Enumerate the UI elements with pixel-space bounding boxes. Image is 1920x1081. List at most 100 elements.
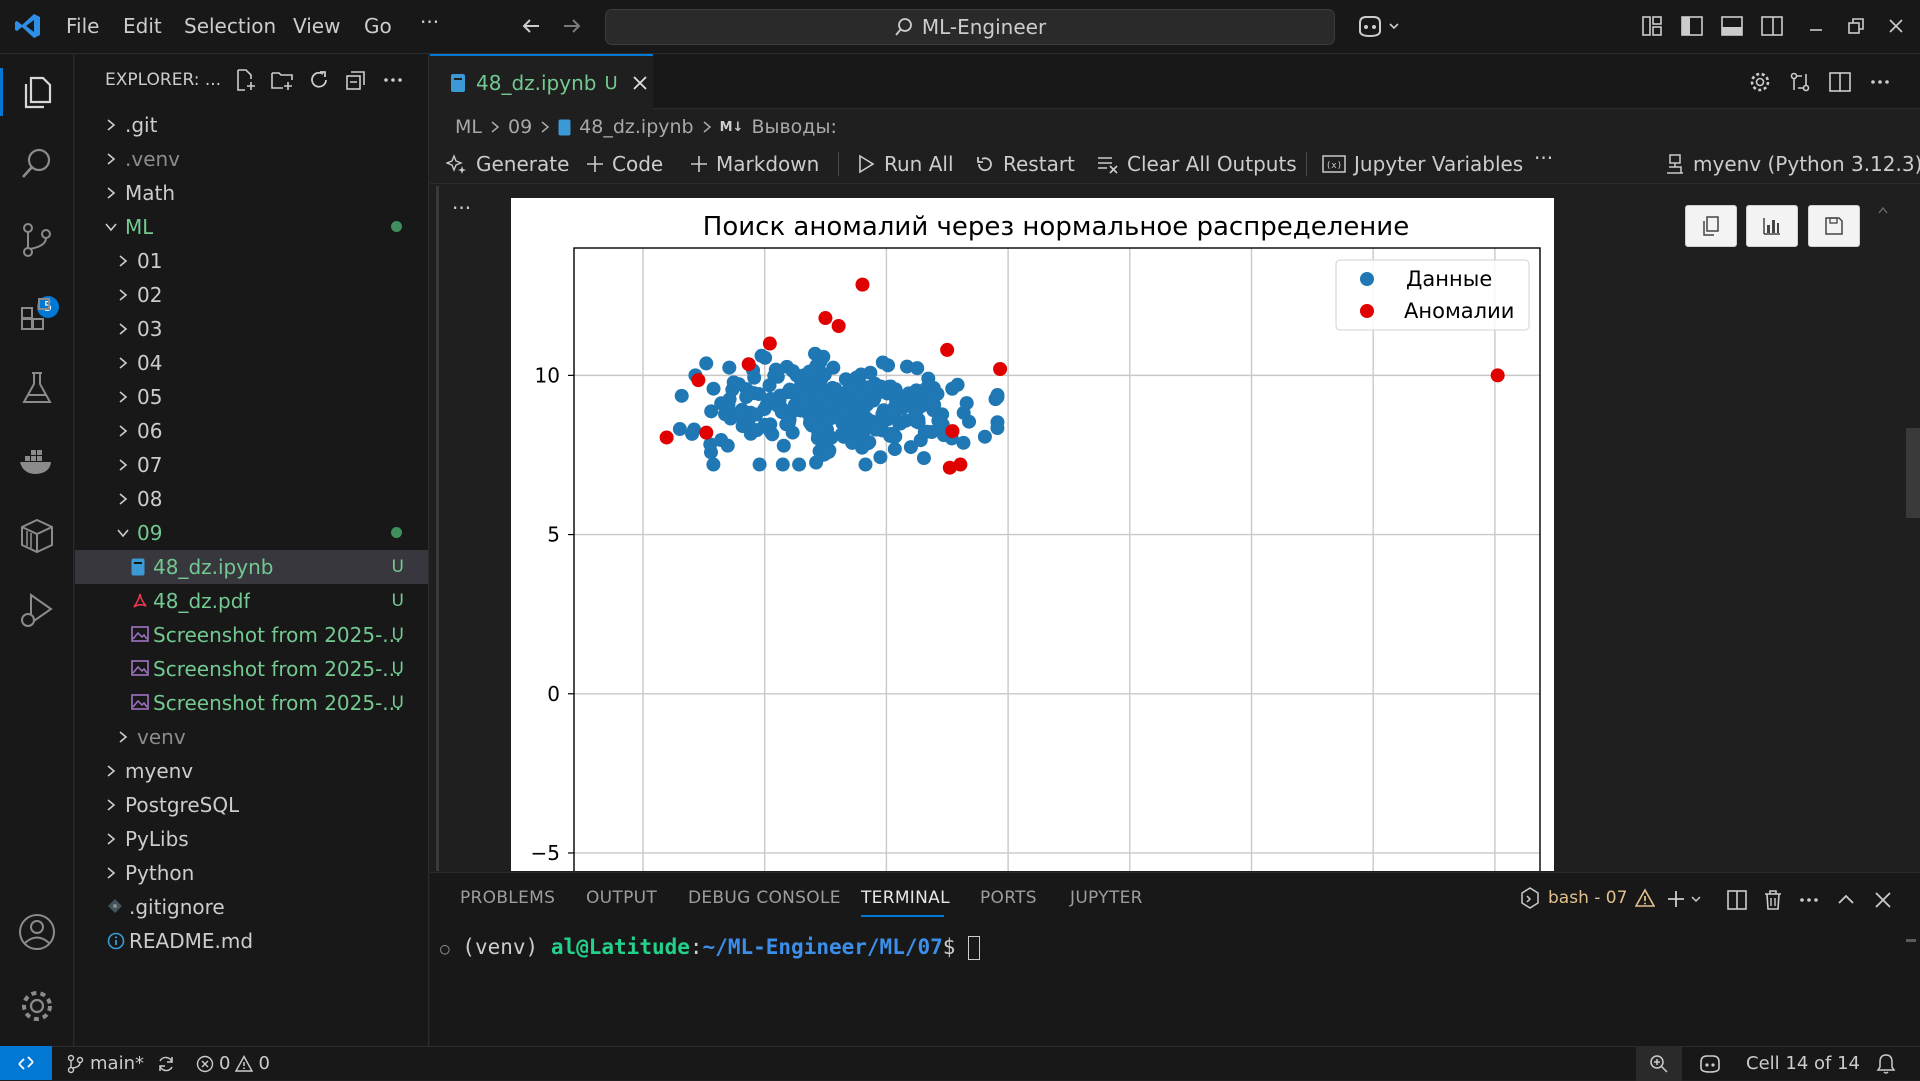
tree-item[interactable]: 48_dz.ipynb U	[75, 550, 428, 584]
scroll-up-icon[interactable]	[1877, 205, 1889, 215]
breadcrumb-file[interactable]: 48_dz.ipynb	[579, 116, 694, 138]
collapse-all-icon[interactable]	[344, 68, 368, 92]
settings-gear-icon[interactable]	[17, 986, 57, 1026]
editor-more-icon[interactable]	[1868, 70, 1892, 94]
tab-48-dz-ipynb[interactable]: 48_dz.ipynb U	[430, 54, 653, 110]
generate-button[interactable]: Generate	[446, 152, 569, 176]
tree-item[interactable]: 48_dz.pdf U	[75, 584, 428, 618]
menu-edit[interactable]: Edit	[123, 14, 162, 38]
cell-position-indicator[interactable]: Cell 14 of 14	[1746, 1053, 1860, 1074]
tree-item[interactable]: 08	[75, 482, 428, 516]
compare-changes-icon[interactable]	[1788, 70, 1812, 94]
maximize-panel-chevron-up-icon[interactable]	[1835, 889, 1857, 911]
search-view-icon[interactable]	[17, 144, 57, 184]
explorer-files-icon[interactable]	[17, 72, 57, 112]
tab-ports[interactable]: PORTS	[980, 888, 1037, 908]
kernel-settings-gear-icon[interactable]	[1748, 70, 1772, 94]
customize-layout-icon[interactable]	[1640, 14, 1664, 38]
split-terminal-icon[interactable]	[1726, 889, 1748, 911]
tree-item[interactable]: Screenshot from 2025-... U	[75, 652, 428, 686]
breadcrumb-ml[interactable]: ML	[455, 116, 482, 138]
tree-item[interactable]: 05	[75, 380, 428, 414]
breadcrumb-cell[interactable]: Выводы:	[751, 116, 837, 138]
add-markdown-cell-button[interactable]: Markdown	[690, 152, 819, 176]
account-icon[interactable]	[17, 912, 57, 952]
clear-all-outputs-button[interactable]: Clear All Outputs	[1097, 152, 1297, 176]
restart-button[interactable]: Restart	[975, 152, 1075, 176]
git-branch-button[interactable]: main*	[66, 1053, 176, 1074]
refresh-icon[interactable]	[307, 68, 331, 92]
tree-item[interactable]: 07	[75, 448, 428, 482]
tree-item[interactable]: 06	[75, 414, 428, 448]
tab-problems[interactable]: PROBLEMS	[460, 888, 556, 908]
breadcrumb-09[interactable]: 09	[507, 116, 533, 138]
testing-flask-icon[interactable]	[17, 368, 57, 408]
forward-arrow-icon[interactable]	[561, 15, 583, 37]
tree-item[interactable]: Math	[75, 176, 428, 210]
menu-file[interactable]: File	[66, 14, 100, 38]
back-arrow-icon[interactable]	[520, 15, 542, 37]
more-actions-icon[interactable]	[381, 68, 405, 92]
minimize-icon[interactable]	[1806, 14, 1826, 38]
jupyter-variables-button[interactable]: (x) Jupyter Variables	[1322, 152, 1523, 176]
tree-item[interactable]: README.md	[75, 924, 428, 958]
tree-item[interactable]: venv	[75, 720, 428, 754]
new-file-icon[interactable]	[233, 68, 257, 92]
tree-item[interactable]: 01	[75, 244, 428, 278]
tree-item[interactable]: 09	[75, 516, 428, 550]
terminal-instance-selector[interactable]: bash - 07	[1520, 887, 1656, 909]
toggle-secondary-sidebar-icon[interactable]	[1760, 14, 1784, 38]
tree-item[interactable]: Python	[75, 856, 428, 890]
docker-icon[interactable]	[17, 442, 57, 482]
editor-scrollbar-thumb[interactable]	[1906, 428, 1920, 518]
run-all-button[interactable]: Run All	[856, 152, 954, 176]
new-folder-icon[interactable]	[270, 68, 294, 92]
tree-item[interactable]: .venv	[75, 142, 428, 176]
menu-selection[interactable]: Selection	[184, 14, 277, 38]
toolbar-more-button[interactable]: ···	[1534, 146, 1554, 170]
tree-item[interactable]: PostgreSQL	[75, 788, 428, 822]
source-control-icon[interactable]	[17, 220, 57, 260]
tree-item[interactable]: 02	[75, 278, 428, 312]
terminal-prompt-line[interactable]: ○ (venv) al@Latitude:~/ML-Engineer/ML/07…	[440, 935, 981, 960]
problems-counter[interactable]: 0 0	[196, 1053, 270, 1074]
split-editor-icon[interactable]	[1828, 70, 1852, 94]
close-tab-icon[interactable]	[632, 75, 648, 91]
tree-item[interactable]: myenv	[75, 754, 428, 788]
toggle-primary-sidebar-icon[interactable]	[1680, 14, 1704, 38]
cell-output-more-button[interactable]: ···	[452, 196, 472, 220]
save-output-button[interactable]	[1808, 205, 1860, 247]
add-code-cell-button[interactable]: Code	[586, 152, 663, 176]
kernel-picker[interactable]: myenv (Python 3.12.3)	[1665, 152, 1920, 176]
extensions-icon[interactable]	[17, 294, 57, 334]
close-panel-icon[interactable]	[1872, 889, 1894, 911]
run-debug-icon[interactable]	[17, 590, 57, 630]
menu-more[interactable]: ···	[420, 10, 440, 34]
tree-item[interactable]: ML	[75, 210, 428, 244]
tree-item[interactable]: .git	[75, 108, 428, 142]
new-terminal-button[interactable]	[1666, 889, 1702, 909]
remote-indicator-button[interactable]	[0, 1046, 52, 1080]
copilot-button[interactable]	[1356, 13, 1400, 39]
tab-jupyter[interactable]: JUPYTER	[1070, 888, 1143, 908]
restore-icon[interactable]	[1846, 14, 1866, 38]
zoom-button[interactable]	[1636, 1047, 1682, 1081]
kill-terminal-trash-icon[interactable]	[1762, 889, 1784, 911]
tree-item[interactable]: Screenshot from 2025-... U	[75, 686, 428, 720]
menu-go[interactable]: Go	[364, 14, 392, 38]
tab-output[interactable]: OUTPUT	[586, 888, 658, 908]
toggle-panel-icon[interactable]	[1720, 14, 1744, 38]
panel-more-icon[interactable]	[1798, 889, 1820, 911]
notifications-bell-icon[interactable]	[1876, 1053, 1896, 1075]
tree-item[interactable]: 04	[75, 346, 428, 380]
package-box-icon[interactable]	[17, 516, 57, 556]
tab-terminal[interactable]: TERMINAL	[861, 888, 950, 908]
command-center-search[interactable]: ML-Engineer	[605, 9, 1335, 45]
tree-item[interactable]: .gitignore	[75, 890, 428, 924]
close-window-icon[interactable]	[1886, 14, 1906, 38]
copilot-status-icon[interactable]	[1698, 1053, 1722, 1075]
copy-output-button[interactable]	[1685, 205, 1737, 247]
tree-item[interactable]: 03	[75, 312, 428, 346]
tab-debug-console[interactable]: DEBUG CONSOLE	[688, 888, 841, 908]
tree-item[interactable]: Screenshot from 2025-... U	[75, 618, 428, 652]
